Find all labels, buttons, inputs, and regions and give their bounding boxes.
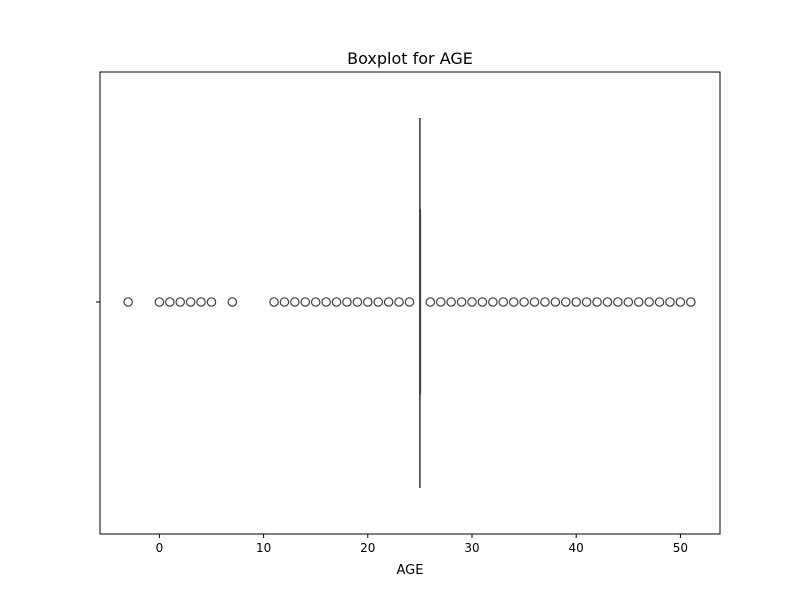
outlier-point xyxy=(446,297,456,307)
outlier-point xyxy=(373,297,384,307)
outlier-point xyxy=(477,297,488,307)
outlier-point xyxy=(165,297,175,307)
outlier-point xyxy=(529,297,540,307)
outlier-point xyxy=(269,297,279,307)
x-tick-label: 30 xyxy=(464,541,479,555)
outlier-point xyxy=(665,297,675,307)
outlier-point xyxy=(467,297,477,307)
outlier-point xyxy=(279,297,290,307)
x-tick-label: 40 xyxy=(569,541,584,555)
x-tick-label: 0 xyxy=(156,541,164,555)
outlier-point xyxy=(686,297,696,307)
outlier-point xyxy=(227,297,238,307)
outlier-point xyxy=(342,297,352,307)
outlier-point xyxy=(435,297,446,307)
outlier-point xyxy=(654,297,665,307)
chart-title: Boxplot for AGE xyxy=(347,49,473,68)
outlier-point xyxy=(581,297,592,307)
outlier-point xyxy=(425,297,436,307)
outlier-point xyxy=(175,297,186,307)
outlier-point xyxy=(331,297,342,307)
outlier-point xyxy=(508,297,519,307)
outlier-point xyxy=(290,297,300,307)
outlier-point xyxy=(675,297,686,307)
outlier-point xyxy=(633,297,644,307)
outlier-point xyxy=(196,297,206,307)
outlier-point xyxy=(321,297,331,307)
outlier-point xyxy=(123,297,133,307)
plot-frame xyxy=(99,71,721,535)
outlier-point xyxy=(352,297,363,307)
outlier-point xyxy=(456,297,467,307)
outlier-point xyxy=(498,297,509,307)
outlier-point xyxy=(404,297,415,307)
outlier-point xyxy=(602,297,613,307)
outlier-point xyxy=(550,297,561,307)
outlier-point xyxy=(540,297,550,307)
outlier-point xyxy=(154,297,165,307)
outlier-point xyxy=(560,297,571,307)
outlier-point xyxy=(383,297,394,307)
x-tick-label: 10 xyxy=(256,541,271,555)
outlier-point xyxy=(362,297,373,307)
box-element xyxy=(419,118,422,488)
outlier-point xyxy=(310,297,321,307)
outlier-point xyxy=(206,297,217,307)
outlier-point xyxy=(185,297,196,307)
x-axis-label: AGE xyxy=(397,563,424,578)
x-tick-label: 50 xyxy=(673,541,688,555)
outlier-point xyxy=(644,297,654,307)
x-axis: 0 10 20 30 40 50 xyxy=(156,534,688,555)
outlier-point xyxy=(592,297,602,307)
outlier-point xyxy=(623,297,634,307)
outlier-point xyxy=(519,297,529,307)
outlier-point xyxy=(571,297,582,307)
x-tick-label: 20 xyxy=(360,541,375,555)
outlier-point xyxy=(300,297,311,307)
outlier-point xyxy=(488,297,498,307)
outlier-point xyxy=(394,297,404,307)
outlier-point xyxy=(613,297,623,307)
outlier-points xyxy=(123,297,696,307)
